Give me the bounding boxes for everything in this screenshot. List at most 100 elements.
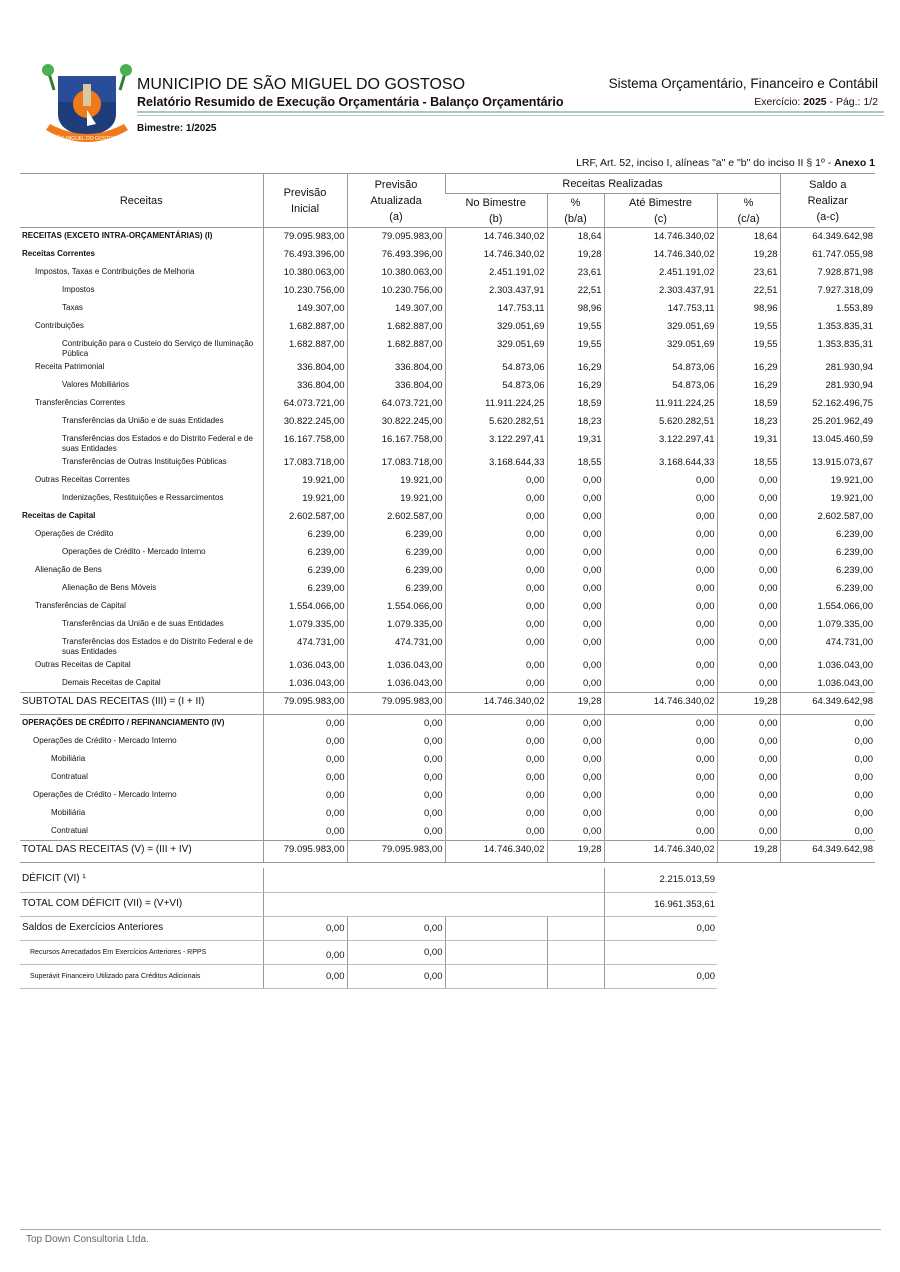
table-row: Transferências da União e de suas Entida… bbox=[20, 615, 876, 634]
cell bbox=[603, 940, 717, 965]
table-row: Taxas 149.307,00 149.307,00 147.753,11 98,96… bbox=[20, 299, 876, 318]
value-cell: 6.239,00 bbox=[346, 543, 445, 562]
value-cell: 0,00 bbox=[716, 768, 781, 787]
value-cell: 64.073.721,00 bbox=[346, 394, 445, 413]
value-cell: 79.095.983,00 bbox=[262, 227, 347, 246]
value-cell: 14.746.340,02 bbox=[603, 692, 717, 715]
value-cell: 5.620.282,51 bbox=[444, 412, 547, 431]
value-cell: 0,00 bbox=[444, 674, 547, 693]
table-row: OPERAÇÕES DE CRÉDITO / REFINANCIAMENTO (… bbox=[20, 714, 876, 733]
value-cell: 0,00 bbox=[346, 768, 445, 787]
value-cell: 1.079.335,00 bbox=[779, 615, 876, 634]
value-cell: 0,00 bbox=[546, 822, 604, 841]
empty-cell bbox=[262, 868, 604, 893]
row-label: Transferências da União e de suas Entida… bbox=[62, 618, 224, 628]
table-row: Operações de Crédito - Mercado Interno 0,… bbox=[20, 786, 876, 805]
value-cell: 0,00 bbox=[716, 543, 781, 562]
value-cell: 281.930,94 bbox=[779, 358, 876, 377]
value-cell: 19,31 bbox=[546, 430, 604, 454]
table-row: Outras Receitas Correntes 19.921,00 19.921… bbox=[20, 471, 876, 490]
cell bbox=[444, 940, 547, 965]
col-pct-ca: % (c/a) bbox=[716, 193, 781, 228]
value-cell: 30.822.245,00 bbox=[346, 412, 445, 431]
cell: 0,00 bbox=[262, 916, 347, 941]
value-cell: 1.079.335,00 bbox=[262, 615, 347, 634]
annex-label: Anexo 1 bbox=[834, 157, 875, 169]
row-label: SUBTOTAL DAS RECEITAS (III) = (I + II) bbox=[20, 692, 263, 715]
value-cell: 0,00 bbox=[716, 489, 781, 508]
value-cell: 5.620.282,51 bbox=[603, 412, 717, 431]
value-cell: 76.493.396,00 bbox=[346, 245, 445, 264]
value-cell: 0,00 bbox=[779, 768, 876, 787]
value-cell: 329.051,69 bbox=[603, 335, 717, 359]
value-cell: 0,00 bbox=[603, 561, 717, 580]
value-cell: 19.921,00 bbox=[262, 471, 347, 490]
row-label: Demais Receitas de Capital bbox=[62, 677, 161, 687]
value-cell: 79.095.983,00 bbox=[262, 692, 347, 715]
value-cell: 0,00 bbox=[444, 656, 547, 675]
value-cell: 61.747.055,98 bbox=[779, 245, 876, 264]
value-cell: 0,00 bbox=[444, 633, 547, 657]
value-cell: 0,00 bbox=[603, 507, 717, 526]
deficit-value: 2.215.013,59 bbox=[603, 868, 717, 893]
header-divider bbox=[137, 115, 884, 116]
value-cell: 0,00 bbox=[716, 732, 781, 751]
value-cell: 147.753,11 bbox=[603, 299, 717, 318]
value-cell: 0,00 bbox=[444, 804, 547, 823]
value-cell: 18,59 bbox=[716, 394, 781, 413]
value-cell: 0,00 bbox=[546, 786, 604, 805]
value-cell: 0,00 bbox=[444, 543, 547, 562]
value-cell: 0,00 bbox=[779, 822, 876, 841]
value-cell: 0,00 bbox=[444, 732, 547, 751]
value-cell: 0,00 bbox=[546, 768, 604, 787]
header-divider bbox=[137, 111, 884, 113]
value-cell: 6.239,00 bbox=[346, 561, 445, 580]
municipality-name: MUNICIPIO DE SÃO MIGUEL DO GOSTOSO bbox=[137, 76, 466, 93]
table-row: Receita Patrimonial 336.804,00 336.804,00 5… bbox=[20, 358, 876, 377]
col-sub: (c) bbox=[654, 212, 667, 225]
value-cell: 14.746.340,02 bbox=[444, 227, 547, 246]
value-cell: 64.349.642,98 bbox=[779, 692, 876, 715]
row-label: Receita Patrimonial bbox=[35, 361, 105, 371]
value-cell: 19,55 bbox=[716, 335, 781, 359]
value-cell: 14.746.340,02 bbox=[444, 840, 547, 863]
col-label: % bbox=[743, 196, 754, 209]
cell: 0,00 bbox=[603, 964, 717, 989]
value-cell: 0,00 bbox=[346, 732, 445, 751]
value-cell: 19,28 bbox=[546, 840, 604, 863]
table-row: Receitas de Capital 2.602.587,00 2.602.587… bbox=[20, 507, 876, 526]
value-cell: 0,00 bbox=[262, 804, 347, 823]
municipal-coat-of-arms-logo: SÃO MIGUEL DO GOSTOSO bbox=[42, 64, 132, 142]
value-cell: 0,00 bbox=[546, 507, 604, 526]
table-row: Transferências de Outras Instituições Pú… bbox=[20, 453, 876, 472]
value-cell: 336.804,00 bbox=[346, 376, 445, 395]
value-cell: 6.239,00 bbox=[262, 561, 347, 580]
table-row: Contratual 0,00 0,00 0,00 0,00 0,00 0,00 0,00 bbox=[20, 822, 876, 841]
value-cell: 14.746.340,02 bbox=[444, 245, 547, 264]
col-label: % bbox=[570, 196, 581, 209]
value-cell: 0,00 bbox=[716, 786, 781, 805]
value-cell: 11.911.224,25 bbox=[444, 394, 547, 413]
value-cell: 6.239,00 bbox=[346, 525, 445, 544]
cell: 0,00 bbox=[603, 916, 717, 941]
value-cell: 0,00 bbox=[346, 750, 445, 769]
col-sub: (b) bbox=[489, 212, 503, 225]
value-cell: 54.873,06 bbox=[603, 376, 717, 395]
col-label: No Bimestre bbox=[465, 196, 527, 209]
value-cell: 10.230.756,00 bbox=[262, 281, 347, 300]
value-cell: 0,00 bbox=[444, 471, 547, 490]
budget-table: Receitas Previsão Inicial Previsão Atual… bbox=[20, 173, 876, 863]
value-cell: 0,00 bbox=[546, 633, 604, 657]
value-cell: 0,00 bbox=[262, 768, 347, 787]
saldos-row: Saldos de Exercícios Anteriores 0,00 0,00 0… bbox=[20, 916, 717, 941]
value-cell: 0,00 bbox=[546, 656, 604, 675]
table-row: Impostos, Taxas e Contribuições de Melho… bbox=[20, 263, 876, 282]
value-cell: 0,00 bbox=[546, 615, 604, 634]
value-cell: 0,00 bbox=[444, 525, 547, 544]
col-receitas-realizadas: Receitas Realizadas bbox=[444, 173, 781, 194]
rpps-row: Recursos Arrecadados Em Exercícios Anter… bbox=[20, 940, 717, 965]
row-label: Superávit Financeiro Utilizado para Créd… bbox=[20, 964, 263, 989]
row-label: Indenizações, Restituições e Ressarcimen… bbox=[62, 492, 224, 502]
col-saldo-label: Saldo a Realizar bbox=[807, 178, 848, 207]
value-cell: 22,51 bbox=[716, 281, 781, 300]
